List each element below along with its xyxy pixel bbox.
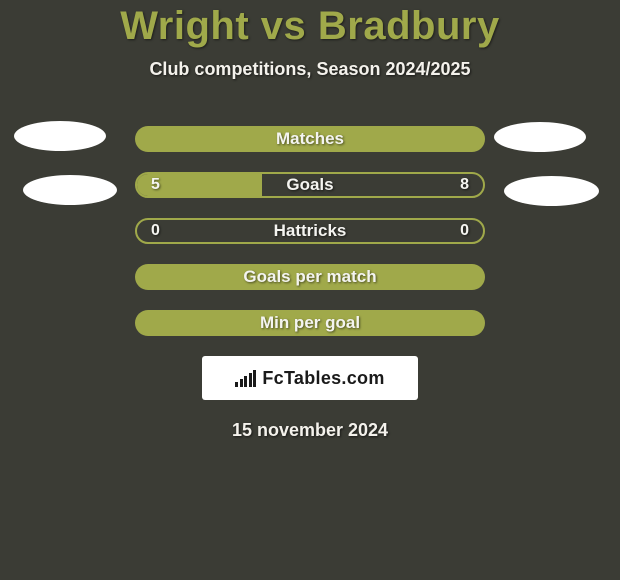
page-title: Wright vs Bradbury: [0, 0, 620, 49]
stat-row-hattricks: Hattricks0 0: [135, 218, 485, 244]
player-a-name: Wright: [120, 4, 249, 48]
avatar-placeholder-top-right: [494, 122, 586, 152]
bar-chart-icon: [235, 369, 256, 387]
stat-row-goals: Goals5 8: [135, 172, 485, 198]
player-b-name: Bradbury: [318, 4, 500, 48]
subtitle: Club competitions, Season 2024/2025: [0, 59, 620, 80]
stat-value-left: 5: [137, 174, 174, 196]
source-label: FcTables.com: [262, 368, 384, 389]
stats-container: Matches Goals5 8 Hattricks0 0 Goals per match…: [0, 126, 620, 336]
stat-label: Goals per match: [135, 264, 485, 290]
bar-segment: [253, 370, 256, 387]
stat-value-right: 8: [446, 174, 483, 196]
stat-label: Min per goal: [135, 310, 485, 336]
vs-separator: vs: [261, 4, 307, 48]
source-badge: FcTables.com: [202, 356, 418, 400]
stat-value-left: 0: [137, 220, 174, 242]
avatar-placeholder-mid-left: [23, 175, 117, 205]
bar-segment: [244, 376, 247, 387]
stat-row-min_per_goal: Min per goal: [135, 310, 485, 336]
stat-value-right: 0: [446, 220, 483, 242]
avatar-placeholder-top-left: [14, 121, 106, 151]
avatar-placeholder-mid-right: [504, 176, 599, 206]
date-label: 15 november 2024: [0, 420, 620, 441]
bar-segment: [235, 382, 238, 387]
comparison-infographic: Wright vs Bradbury Club competitions, Se…: [0, 0, 620, 580]
stat-label: Matches: [135, 126, 485, 152]
stat-row-matches: Matches: [135, 126, 485, 152]
bar-segment: [249, 373, 252, 387]
stat-label: Hattricks: [137, 220, 483, 242]
stat-label: Goals: [137, 174, 483, 196]
bar-segment: [240, 379, 243, 387]
stat-row-goals_per_match: Goals per match: [135, 264, 485, 290]
